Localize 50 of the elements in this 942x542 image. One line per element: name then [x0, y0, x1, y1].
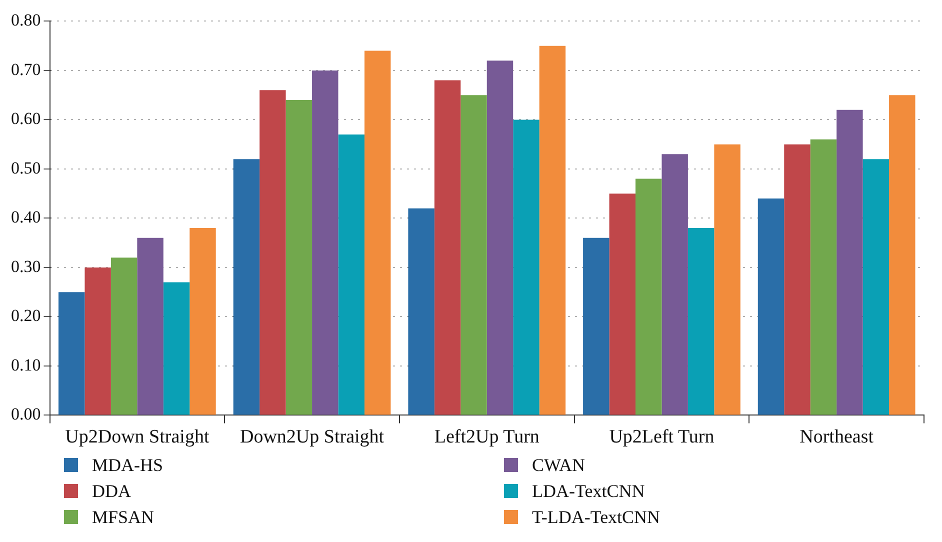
bar [688, 228, 714, 415]
bar [635, 178, 662, 415]
bar [460, 95, 487, 415]
bar [662, 154, 688, 415]
bar [486, 60, 514, 415]
bar [784, 144, 810, 415]
legend-label: T-LDA-TextCNN [532, 506, 660, 528]
bar [434, 80, 461, 415]
bar [539, 46, 566, 415]
bar [137, 238, 164, 415]
y-tick-label: 0.70 [11, 60, 41, 79]
bar [110, 258, 138, 415]
bar [714, 144, 740, 415]
bar [889, 95, 916, 415]
bar [338, 134, 364, 415]
x-tick-label: Northeast [800, 426, 874, 448]
y-tick-label: 0.00 [11, 404, 41, 424]
x-tick-label: Up2Left Turn [609, 426, 715, 448]
bar [84, 267, 111, 415]
bar [364, 50, 391, 415]
legend-label: MDA-HS [92, 454, 164, 476]
bar [286, 100, 312, 415]
legend-label: MFSAN [92, 506, 154, 528]
bar [190, 228, 216, 415]
bar [836, 110, 863, 415]
bar [58, 292, 85, 415]
x-tick-label: Left2Up Turn [434, 426, 540, 448]
x-tick-label: Up2Down Straight [65, 426, 210, 448]
bar [163, 282, 190, 415]
y-tick-label: 0.80 [11, 10, 41, 30]
y-tick-label: 0.20 [11, 306, 41, 326]
legend-label: DDA [92, 480, 131, 502]
legend-label: LDA-TextCNN [532, 480, 645, 502]
y-tick-label: 0.10 [11, 355, 41, 374]
bar [810, 139, 837, 415]
legend-label: CWAN [532, 454, 585, 476]
bar [862, 159, 890, 415]
bar [260, 90, 286, 415]
x-tick-label: Down2Up Straight [240, 426, 385, 448]
bar [233, 159, 260, 415]
bar [609, 194, 636, 415]
bar [758, 198, 784, 415]
y-tick-label: 0.30 [11, 256, 41, 276]
y-tick-label: 0.60 [11, 109, 41, 128]
bar [312, 70, 338, 415]
y-tick-label: 0.50 [11, 158, 41, 178]
bar [513, 120, 540, 415]
y-tick-label: 0.40 [11, 208, 41, 227]
bar [583, 238, 610, 415]
bar [408, 208, 434, 415]
